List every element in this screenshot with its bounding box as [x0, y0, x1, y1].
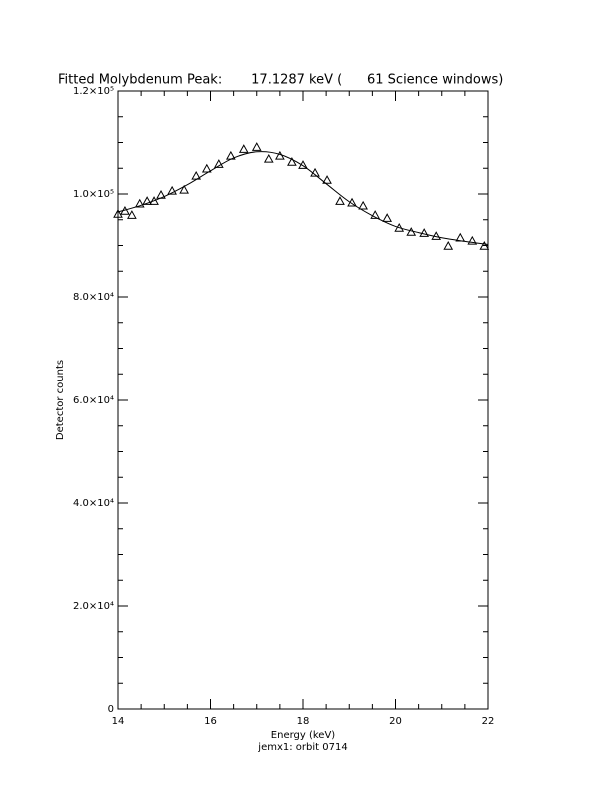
plot-frame	[117, 90, 489, 710]
y-tick-label: 8.0×10⁴	[73, 292, 114, 303]
x-tick-label: 14	[112, 716, 125, 727]
data-point	[287, 157, 297, 166]
y-tick-label: 1.0×10⁵	[73, 189, 114, 200]
data-point	[213, 159, 224, 168]
x-tick-label: 18	[297, 716, 310, 727]
y-tick-label: 2.0×10⁴	[73, 601, 114, 612]
data-point	[382, 213, 393, 222]
fit-line	[117, 151, 489, 245]
data-point	[394, 222, 405, 232]
data-point	[201, 163, 212, 173]
data-point	[419, 228, 430, 237]
data-point	[479, 240, 490, 250]
x-tick-label: 20	[389, 716, 402, 727]
data-point	[263, 153, 274, 163]
data-point	[238, 144, 249, 153]
data-point	[322, 175, 332, 184]
data-point	[179, 184, 189, 194]
data-point	[370, 210, 380, 219]
data-point	[127, 210, 137, 219]
data-point	[142, 196, 152, 205]
data-point	[167, 185, 177, 195]
data-point	[467, 235, 478, 245]
y-axis-label: Detector counts	[55, 360, 66, 440]
data-point	[358, 200, 368, 210]
y-tick-label: 1.2×10⁵	[73, 86, 114, 97]
y-tick-label: 0	[108, 704, 114, 715]
y-tick-label: 4.0×10⁴	[73, 498, 114, 509]
subtitle: jemx1: orbit 0714	[257, 742, 347, 753]
x-tick-label: 22	[482, 716, 495, 727]
data-point	[443, 240, 454, 250]
data-point	[251, 142, 262, 151]
data-point	[134, 198, 145, 208]
data-point	[113, 209, 123, 218]
x-tick-label: 16	[204, 716, 217, 727]
x-axis-label: Energy (keV)	[271, 730, 336, 741]
y-tick-label: 6.0×10⁴	[73, 395, 114, 406]
data-point	[335, 196, 345, 205]
chart-title: Fitted Molybdenum Peak: 17.1287 keV ( 61…	[58, 73, 503, 88]
data-point	[149, 196, 159, 205]
